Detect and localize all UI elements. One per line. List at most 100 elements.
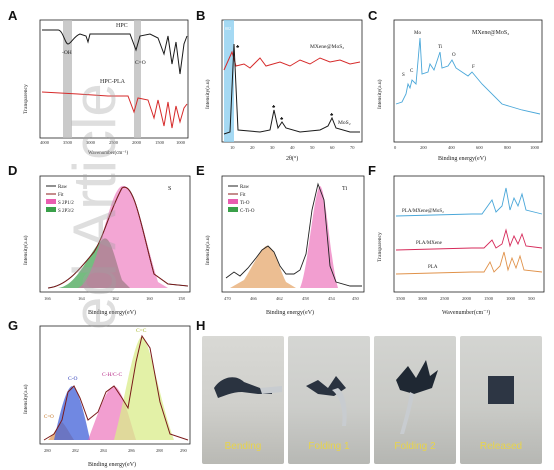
c-title: MXene@MoS₂ [472,30,509,36]
f-tick: 2000 [462,296,472,301]
panel-label-a: A [8,8,18,23]
c-o: O [452,53,456,58]
c-tick: 800 [504,145,512,150]
a-tick: 1000 [176,140,186,145]
panel-label-f: F [368,163,376,178]
g-label-chc: C-H/C-C [102,372,123,378]
panel-f-ftir-chart: PLA/MXene@MoS₂ PLA/MXene PLA Transparenc… [377,175,545,316]
b-tick: 20 [250,145,255,150]
b-label-mx: MXene@MoS₂ [310,44,344,50]
panel-e-ti-xps-chart: Raw Fit Ti-O C-Ti-O Ti Intensity(a.u) Bi… [204,175,365,316]
f-xlabel: Wavenumber(cm⁻¹) [442,309,490,316]
label-hpc-pla: HPC-PLA [100,79,126,85]
g-tick: 286 [128,448,136,453]
panel-label-c: C [368,8,378,23]
d-xlabel: Binding energy(eV) [88,309,136,316]
g-xlabel: Binding energy(eV) [88,461,136,468]
panel-d-s-xps-chart: Raw Fit S 2P1/2 S 2P3/2 S Intensity(a.u)… [22,175,191,316]
panel-label-g: G [8,318,19,333]
label-oh: -OH [62,50,72,56]
c-s: S [402,73,405,78]
g-ylabel: Intensity(a.u) [22,384,29,414]
label-hpc: HPC [116,23,128,29]
d-tick: 166 [44,296,52,301]
d-legend-raw: Raw [58,185,68,190]
a-tick: 2500 [109,140,119,145]
caption-bending: Bending [224,441,262,452]
e-ylabel: Intensity(a.u) [204,235,211,265]
d-ylabel: Intensity(a.u) [22,235,29,265]
caption-released: Released [479,441,523,452]
a-tick: 2000 [132,140,142,145]
panel-label-d: D [8,163,18,178]
c-mo: Mo [414,31,421,36]
b-tick: 70 [350,145,355,150]
c-tick: 200 [420,145,428,150]
g-tick: 282 [72,448,79,453]
f-ylabel: Transparency [377,232,383,262]
panel-b-xrd-chart: 002 ♣ ♣ ♣ ♣ MXene@MoS₂ MoS₂ Intensity(a.… [204,19,363,162]
a-ylabel: Transparency [23,84,29,114]
e-tick: 450 [352,296,360,301]
panel-g-c1s-xps-chart: C-O C-H/C-C C=C C=O Intensity(a.u) Bindi… [22,325,191,468]
d-tick: 162 [112,296,119,301]
g-tick: 284 [100,448,108,453]
e-tick: 470 [224,296,232,301]
f-label-2: PLA/MXene [416,241,443,246]
e-legend-tio: Ti-O [240,201,250,206]
caption-folding-2: Folding 2 [394,441,436,452]
e-legend-raw: Raw [240,185,250,190]
c-ylabel: Intensity(a.u) [376,79,383,109]
d-legend-fit: Fit [58,193,64,198]
b-marker: ♣ [236,45,240,50]
label-co: C=O [135,60,146,66]
panel-label-e: E [196,163,205,178]
e-tick: 462 [276,296,283,301]
panel-c-xps-survey-chart: MXene@MoS₂ Mo S C Ti O F Intensity(a.u) … [376,19,543,162]
b-tick: 60 [330,145,335,150]
d-legend-s12: S 2P1/2 [58,201,74,206]
c-xlabel: Binding energy(eV) [438,155,486,162]
a-tick: 1500 [155,140,165,145]
e-legend-fit: Fit [240,193,246,198]
e-tick: 454 [328,296,336,301]
e-xlabel: Binding energy(eV) [266,309,314,316]
b-hl: 002 [225,26,231,31]
a-tick: 3500 [63,140,73,145]
a-xlabel: Wavenumber(cm⁻¹) [88,150,128,156]
d-title: S [168,186,171,192]
d-tick: 164 [78,296,86,301]
e-tick: 466 [250,296,258,301]
f-tick: 3000 [418,296,428,301]
f-tick: 500 [528,296,536,301]
c-tick: 0 [394,145,397,150]
e-title: Ti [342,186,347,192]
f-tick: 2500 [440,296,450,301]
a-tick: 3000 [86,140,96,145]
a-tick: 4000 [40,140,50,145]
photo-folding-2: Folding 2 [374,336,456,464]
c-tick: 600 [476,145,484,150]
c-tick: 1000 [530,145,540,150]
c-tick: 400 [448,145,456,150]
panel-a-ftir-chart: HPC HPC-PLA -OH C=O Transparency Wavenum… [23,19,189,156]
b-tick: 50 [310,145,315,150]
b-xlabel: 2θ(°) [286,155,298,162]
b-marker: ♣ [280,117,284,122]
b-tick: 40 [290,145,295,150]
b-tick: 10 [230,145,235,150]
d-tick: 160 [146,296,154,301]
b-tick: 30 [270,145,275,150]
c-f: F [472,65,475,70]
photo-bending: Bending [202,336,284,464]
photo-released: Released [460,336,542,464]
b-ylabel: Intensity(a.u) [204,79,211,109]
g-label-co: C-O [68,376,78,382]
c-ti: Ti [438,45,443,50]
g-label-coo: C=O [44,415,54,420]
f-tick: 3500 [396,296,406,301]
b-label-mos2: MoS₂ [338,120,351,126]
c-c: C [410,69,414,74]
g-tick: 288 [156,448,164,453]
b-marker: ♣ [272,105,276,110]
